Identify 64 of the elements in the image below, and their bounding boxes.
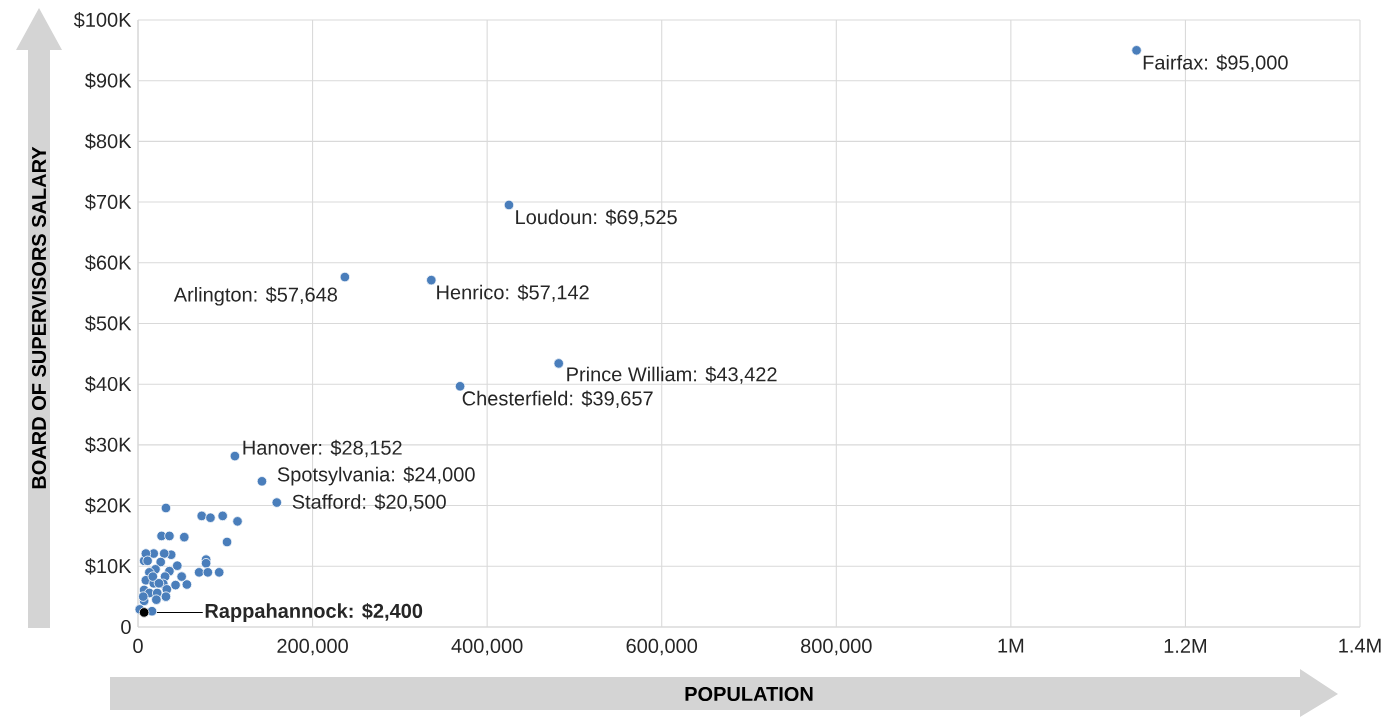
y-tick-label: $90K: [85, 72, 132, 89]
point: [200, 558, 212, 569]
annotation: Rappahannock: $2,400: [205, 602, 423, 622]
y-tick-label: $70K: [85, 193, 132, 211]
point: [553, 358, 564, 369]
point: [217, 510, 228, 522]
x-tick-label: 1.2M: [1164, 638, 1207, 653]
point: [176, 571, 187, 582]
point: [454, 381, 466, 392]
x-tick-label: 800,000: [801, 638, 872, 656]
x-tick-label: 1.4M: [1339, 638, 1381, 653]
point: [503, 199, 515, 211]
x-tick-label: 600,000: [626, 638, 698, 656]
point: [202, 567, 214, 578]
point: [160, 591, 172, 602]
point: [213, 567, 225, 578]
point: [205, 512, 216, 523]
annotation: Prince William: $43,422: [567, 366, 777, 384]
y-tick-label: 0: [121, 619, 131, 635]
point: [256, 476, 268, 487]
annotation: Chesterfield: $39,657: [462, 390, 653, 408]
point: [159, 548, 170, 559]
y-tick-label: $30K: [85, 436, 132, 453]
point: [179, 531, 190, 543]
point: [232, 516, 243, 527]
point: [155, 556, 166, 568]
point: [147, 571, 159, 582]
point: [138, 591, 149, 602]
point: [339, 271, 351, 283]
x-tick-label: 200,000: [277, 638, 348, 656]
annotation: Fairfax: $95,000: [1143, 54, 1288, 72]
x-tick-label: 1M: [998, 638, 1024, 653]
point: [1131, 45, 1142, 56]
point: [138, 607, 150, 618]
point: [142, 555, 153, 567]
x-axis-title: POPULATION: [685, 686, 813, 702]
y-tick-label: $20K: [85, 497, 132, 514]
annotation: Stafford: $20,500: [292, 493, 446, 512]
point: [426, 274, 437, 286]
point: [193, 567, 205, 578]
y-tick-label: $100K: [73, 11, 132, 29]
point: [151, 594, 162, 605]
point: [181, 579, 193, 590]
point: [153, 578, 165, 589]
point: [172, 560, 183, 571]
point: [271, 497, 282, 508]
point: [170, 579, 181, 591]
x-tick-label: 400,000: [451, 638, 523, 656]
y-axis-title: BOARD OF SUPERVISORS SALARY: [31, 146, 47, 489]
annotation: Arlington: $57,648: [173, 286, 338, 306]
point: [229, 450, 241, 462]
y-tick-label: $10K: [85, 558, 132, 575]
y-tick-label: $50K: [85, 315, 132, 332]
annotation: Hanover: $28,152: [243, 439, 402, 458]
point: [221, 536, 233, 548]
annotation: Loudoun: $69,525: [516, 209, 677, 227]
annotation: Henrico: $57,142: [437, 284, 589, 302]
annotation: Spotsylvania: $24,000: [277, 466, 475, 486]
x-tick-label: 0: [133, 638, 143, 653]
point: [160, 502, 172, 514]
y-tick-label: $60K: [85, 254, 132, 271]
y-tick-label: $80K: [85, 133, 132, 150]
point: [164, 530, 175, 542]
y-tick-label: $40K: [85, 376, 132, 393]
